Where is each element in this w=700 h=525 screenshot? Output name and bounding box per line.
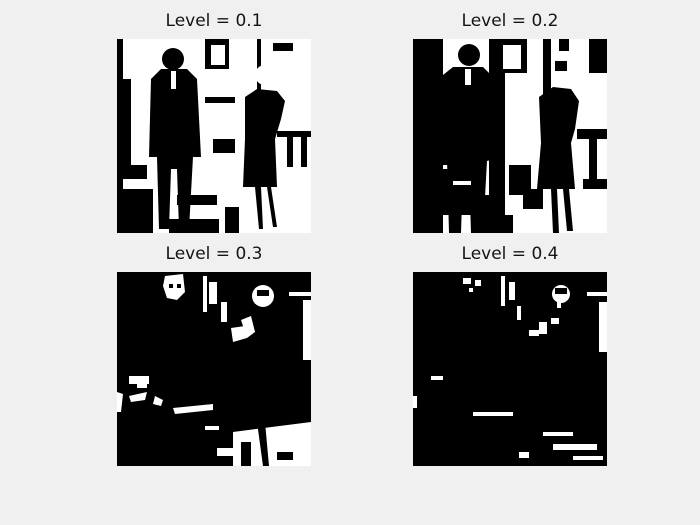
binary-image-canvas: [117, 272, 311, 466]
binary-image-canvas: [413, 39, 607, 233]
binary-image: [413, 272, 607, 466]
subplot-title: Level = 0.2: [461, 11, 559, 31]
binary-image-canvas: [413, 272, 607, 466]
subplot-title: Level = 0.3: [165, 244, 263, 264]
binary-image-canvas: [117, 39, 311, 233]
subplot-title: Level = 0.4: [461, 244, 559, 264]
binary-image: [117, 272, 311, 466]
binary-image: [117, 39, 311, 233]
subplot-title: Level = 0.1: [165, 11, 263, 31]
binary-image: [413, 39, 607, 233]
